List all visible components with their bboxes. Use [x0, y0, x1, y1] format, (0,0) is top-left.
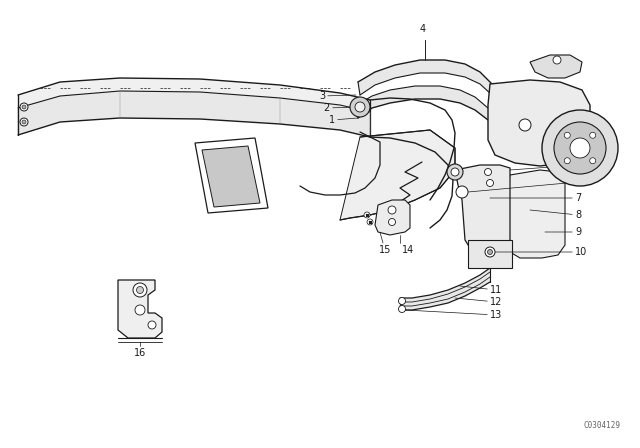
Circle shape — [554, 122, 606, 174]
Polygon shape — [455, 165, 510, 252]
Polygon shape — [18, 78, 370, 112]
Text: 8: 8 — [530, 210, 581, 220]
Polygon shape — [340, 130, 455, 220]
Circle shape — [135, 305, 145, 315]
Circle shape — [488, 250, 493, 254]
Text: 15: 15 — [379, 245, 391, 255]
Circle shape — [589, 158, 596, 164]
Circle shape — [589, 132, 596, 138]
Circle shape — [22, 120, 26, 124]
Circle shape — [388, 206, 396, 214]
Polygon shape — [357, 86, 488, 120]
Polygon shape — [530, 55, 582, 78]
Polygon shape — [488, 80, 590, 166]
Polygon shape — [118, 280, 162, 338]
Text: 1: 1 — [329, 115, 358, 125]
Circle shape — [136, 287, 143, 293]
Text: 14: 14 — [402, 245, 414, 255]
Polygon shape — [202, 146, 260, 207]
Circle shape — [133, 283, 147, 297]
Polygon shape — [375, 200, 410, 235]
Polygon shape — [18, 91, 370, 137]
Polygon shape — [468, 240, 512, 268]
Text: 5: 5 — [510, 160, 581, 170]
Text: 10: 10 — [495, 247, 588, 257]
Circle shape — [542, 110, 618, 186]
Text: 13: 13 — [405, 310, 502, 320]
Circle shape — [399, 297, 406, 305]
Circle shape — [564, 158, 570, 164]
Circle shape — [22, 105, 26, 109]
Circle shape — [570, 138, 590, 158]
Circle shape — [486, 180, 493, 186]
Polygon shape — [195, 138, 268, 213]
Circle shape — [364, 212, 370, 218]
Text: 9: 9 — [545, 227, 581, 237]
Circle shape — [388, 219, 396, 225]
Circle shape — [20, 103, 28, 111]
Circle shape — [148, 321, 156, 329]
Circle shape — [484, 168, 492, 176]
Circle shape — [367, 219, 373, 225]
Circle shape — [399, 306, 406, 313]
Circle shape — [350, 97, 370, 117]
Text: 4: 4 — [420, 24, 426, 34]
Circle shape — [447, 164, 463, 180]
Text: 16: 16 — [134, 348, 146, 358]
Text: 7: 7 — [490, 193, 581, 203]
Polygon shape — [400, 268, 490, 310]
Text: 3: 3 — [319, 91, 356, 101]
Polygon shape — [508, 170, 565, 258]
Circle shape — [553, 56, 561, 64]
Circle shape — [456, 186, 468, 198]
Circle shape — [451, 168, 459, 176]
Circle shape — [485, 247, 495, 257]
Circle shape — [20, 118, 28, 126]
Text: C0304129: C0304129 — [583, 421, 620, 430]
Polygon shape — [358, 60, 492, 95]
Circle shape — [564, 132, 570, 138]
Text: 2: 2 — [324, 103, 357, 113]
Circle shape — [355, 102, 365, 112]
Text: 12: 12 — [455, 297, 502, 307]
Text: 6: 6 — [468, 177, 581, 192]
Text: 11: 11 — [460, 285, 502, 295]
Circle shape — [519, 119, 531, 131]
